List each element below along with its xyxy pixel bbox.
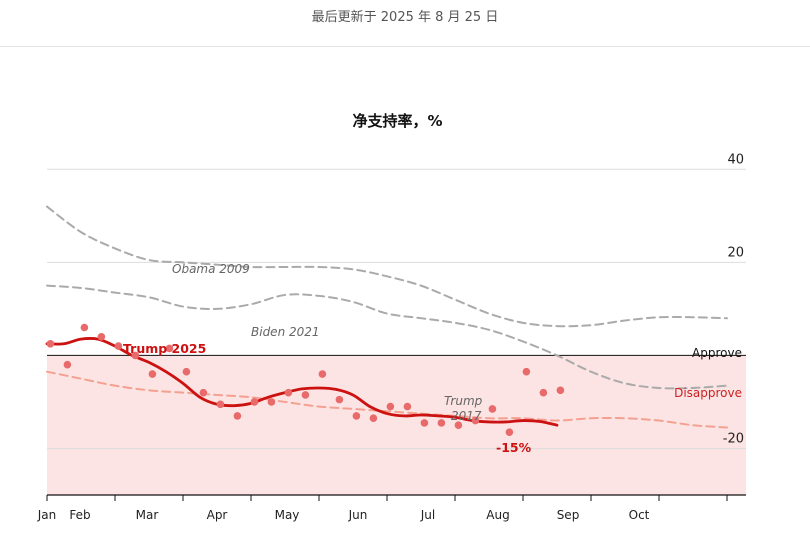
- poll-point: [165, 344, 174, 353]
- y-tick-label: 20: [727, 245, 744, 260]
- poll-point: [199, 388, 208, 397]
- poll-point: [284, 388, 293, 397]
- x-tick-label: Feb: [69, 508, 90, 522]
- poll-point: [63, 360, 72, 369]
- disapprove-label: Disapprove: [674, 386, 742, 400]
- y-tick-label: -20: [723, 431, 744, 446]
- latest-value-label: -15%: [496, 440, 532, 455]
- poll-point: [80, 323, 89, 332]
- poll-point: [335, 395, 344, 404]
- last-updated-text: 最后更新于 2025 年 8 月 25 日: [0, 0, 810, 47]
- poll-point: [369, 414, 378, 423]
- poll-point: [97, 333, 106, 341]
- trump-2017-label-line2: 2017: [451, 409, 482, 423]
- poll-point: [539, 388, 548, 397]
- poll-point: [216, 400, 225, 409]
- poll-points: [46, 323, 565, 436]
- x-tick-label: Jul: [420, 508, 435, 522]
- chart-title: 净支持率，%: [352, 112, 443, 130]
- poll-point: [522, 367, 531, 376]
- poll-point: [318, 370, 327, 378]
- trump-2025-label: Trump 2025: [123, 341, 206, 356]
- x-tick-label: Mar: [136, 508, 159, 522]
- x-tick-label: Aug: [486, 508, 509, 522]
- x-tick-label: Oct: [629, 508, 650, 522]
- y-tick-label: 40: [727, 152, 744, 167]
- x-tick-label: Jun: [348, 508, 368, 522]
- poll-point: [131, 351, 140, 360]
- poll-point: [454, 421, 463, 430]
- x-ticks: Jan Feb Mar Apr May Jun Jul Aug Sep Oct: [37, 495, 728, 522]
- approve-label: Approve: [692, 346, 742, 360]
- x-tick-label: May: [275, 508, 300, 522]
- poll-point: [267, 398, 276, 406]
- annotations: Approve Disapprove Obama 2009 Biden 2021…: [123, 262, 742, 455]
- poll-point: [403, 402, 412, 411]
- poll-point: [471, 416, 480, 425]
- poll-point: [182, 367, 191, 376]
- biden-2021-label: Biden 2021: [251, 325, 320, 339]
- series-line-trump-2017: [46, 370, 728, 429]
- series-line-biden-2021: [46, 284, 728, 390]
- poll-point: [301, 391, 310, 399]
- poll-point: [148, 370, 157, 378]
- poll-point: [420, 419, 429, 427]
- x-tick-label: Jan: [37, 508, 57, 522]
- x-tick-label: Apr: [207, 508, 228, 522]
- obama-2009-label: Obama 2009: [172, 262, 250, 276]
- poll-point: [114, 342, 123, 350]
- poll-point: [556, 386, 565, 395]
- poll-point: [352, 412, 361, 420]
- poll-point: [437, 419, 446, 427]
- x-tick-label: Sep: [557, 508, 580, 522]
- y-ticks: 40 20 -20: [723, 152, 744, 446]
- poll-point: [505, 428, 514, 436]
- trump-2017-label-line1: Trump: [444, 394, 483, 408]
- poll-point: [386, 402, 395, 411]
- poll-point: [233, 412, 242, 420]
- poll-point: [250, 398, 259, 406]
- disapprove-zone: [47, 355, 746, 495]
- poll-point: [46, 339, 55, 348]
- poll-point: [488, 405, 497, 413]
- series-line-obama-2009: [46, 205, 728, 328]
